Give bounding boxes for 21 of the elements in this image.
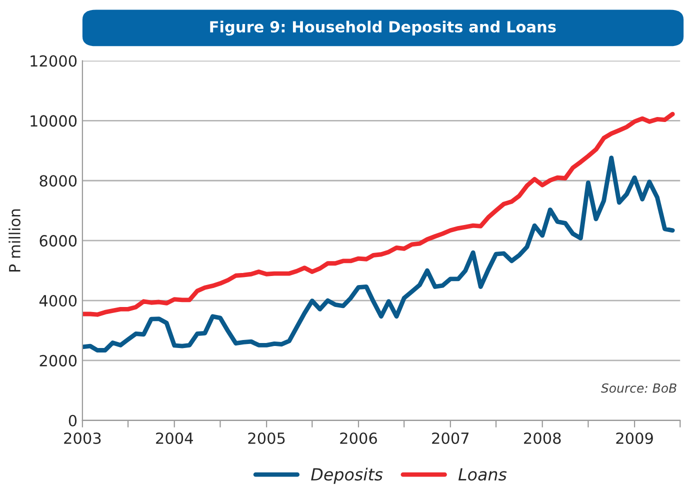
y-tick-label: 8000 [40, 175, 77, 187]
x-tick-label: 2003 [64, 432, 101, 444]
y-tick-label: 0 [68, 414, 77, 426]
legend-label: Loans [458, 468, 507, 481]
y-tick-label: 4000 [39, 294, 77, 307]
x-tick-label: 2007 [432, 432, 469, 444]
chart-title: Figure 9: Household Deposits and Loans [210, 20, 556, 36]
x-tick-label: 2005 [248, 432, 285, 444]
y-axis-title: P million [8, 209, 20, 272]
line-series [82, 156, 675, 352]
y-tick-label: 6000 [40, 235, 77, 247]
x-tick-label: 2009 [616, 432, 653, 444]
x-tick-label: 2006 [340, 432, 377, 444]
y-tick-label: 2000 [40, 354, 77, 366]
legend-label: Deposits [311, 468, 383, 484]
y-tick-label: 12000 [30, 55, 77, 67]
x-tick-label: 2004 [156, 432, 193, 444]
line-series [82, 112, 675, 317]
y-tick-label: 10000 [30, 115, 77, 127]
x-tick-label: 2008 [524, 432, 561, 444]
annotation: Source: BoB [601, 383, 676, 393]
